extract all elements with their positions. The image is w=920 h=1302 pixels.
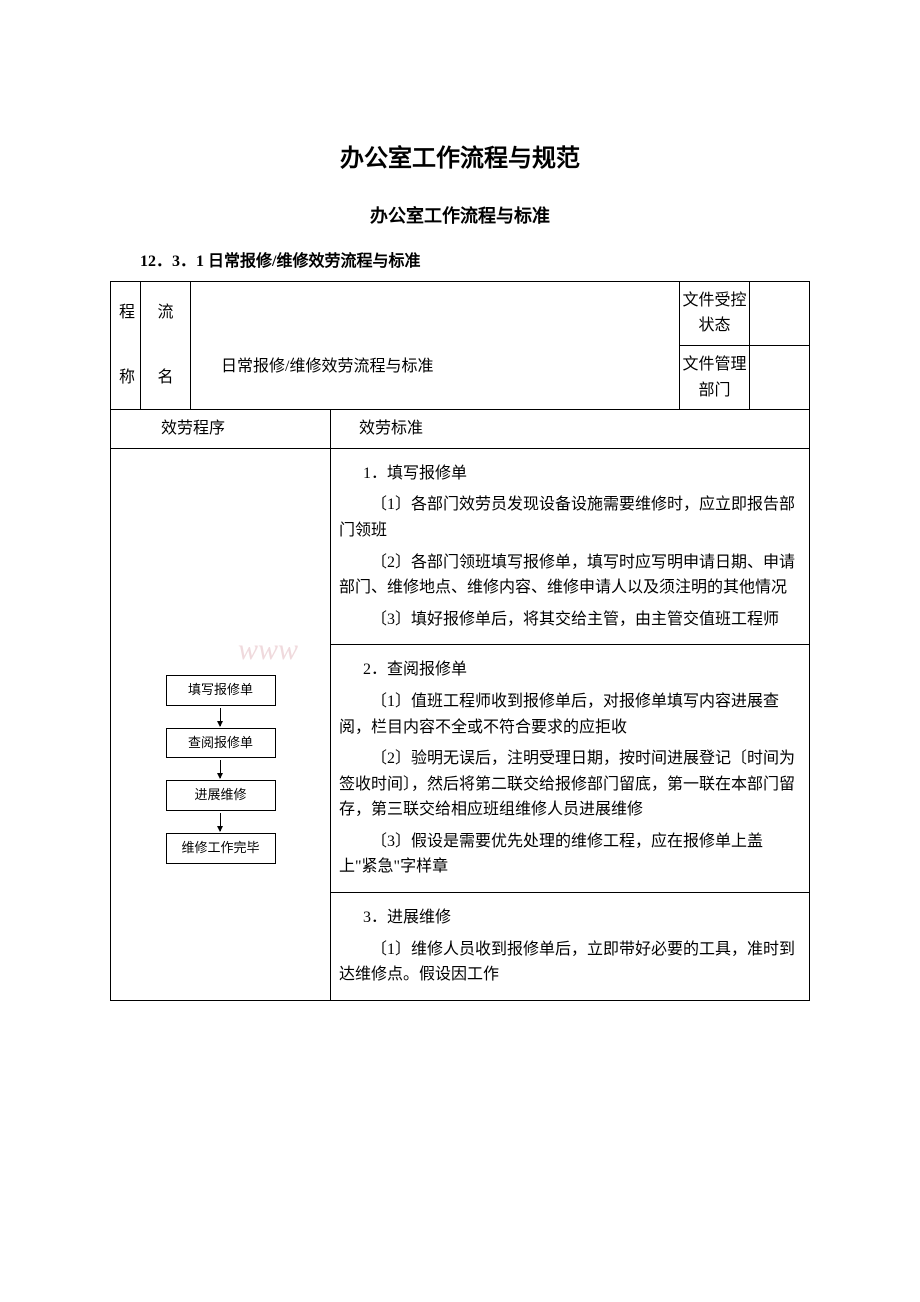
process-table: 程 称 流 名 日常报修/维修效劳流程与标准 文件受控状态 文件管理部门 xyxy=(110,281,810,1001)
process-name-cell: 日常报修/维修效劳流程与标准 xyxy=(191,281,680,409)
standard-block-3: 3．进展维修 〔1〕维修人员收到报修单后，立即带好必要的工具，准时到达维修点。假… xyxy=(331,893,810,1001)
standard-item: 〔1〕各部门效劳员发现设备设施需要维修时，应立即报告部门领班 xyxy=(339,492,801,543)
flow-step-4: 维修工作完毕 xyxy=(166,833,276,864)
document-subtitle: 办公室工作流程与标准 xyxy=(110,202,810,231)
standard-item: 〔2〕各部门领班填写报修单，填写时应写明申请日期、申请部门、维修地点、维修内容、… xyxy=(339,550,801,601)
standard-block-2: 2．查阅报修单 〔1〕值班工程师收到报修单后，对报修单填写内容进展查阅，栏目内容… xyxy=(331,645,810,893)
label-cheng-2: 称 xyxy=(119,365,132,391)
file-control-status-value xyxy=(750,281,810,345)
standard-item: 〔1〕维修人员收到报修单后，立即带好必要的工具，准时到达维修点。假设因工作 xyxy=(339,937,801,988)
file-mgmt-dept-label: 文件管理部门 xyxy=(680,345,750,409)
standard-block-1: 1．填写报修单 〔1〕各部门效劳员发现设备设施需要维修时，应立即报告部门领班 〔… xyxy=(331,448,810,645)
file-mgmt-dept-value xyxy=(750,345,810,409)
standard-item: 〔2〕验明无误后，注明受理日期，按时间进展登记〔时间为签收时间〕，然后将第二联交… xyxy=(339,746,801,823)
standard-heading: 2．查阅报修单 xyxy=(339,657,801,683)
standard-item: 〔1〕值班工程师收到报修单后，对报修单填写内容进展查阅，栏目内容不全或不符合要求… xyxy=(339,689,801,740)
col-header-standard: 效劳标准 xyxy=(331,410,810,449)
col-header-procedure: 效劳程序 xyxy=(111,410,331,449)
standard-item: 〔3〕填好报修单后，将其交给主管，由主管交值班工程师 xyxy=(339,607,801,633)
flow-step-1: 填写报修单 xyxy=(166,675,276,706)
standard-item: 〔3〕假设是需要优先处理的维修工程，应在报修单上盖上"紧急"字样章 xyxy=(339,829,801,880)
flowchart: 填写报修单 查阅报修单 进展维修 维修工作完毕 xyxy=(119,455,322,864)
label-liu-2: 名 xyxy=(149,365,182,391)
header-label-liu: 流 名 xyxy=(141,281,191,409)
header-label-cheng: 程 称 xyxy=(111,281,141,409)
flow-step-3: 进展维修 xyxy=(166,780,276,811)
label-liu-1: 流 xyxy=(149,300,182,326)
label-cheng-1: 程 xyxy=(119,300,132,326)
section-number: 12．3．1 日常报修/维修效劳流程与标准 xyxy=(110,249,810,275)
standard-heading: 3．进展维修 xyxy=(339,905,801,931)
flow-arrow-icon xyxy=(220,708,221,726)
document-title: 办公室工作流程与规范 xyxy=(110,140,810,178)
flowchart-cell: 填写报修单 查阅报修单 进展维修 维修工作完毕 xyxy=(111,448,331,1000)
file-control-status-label: 文件受控状态 xyxy=(680,281,750,345)
standard-heading: 1．填写报修单 xyxy=(339,461,801,487)
flow-arrow-icon xyxy=(220,813,221,831)
flow-step-2: 查阅报修单 xyxy=(166,728,276,759)
flow-arrow-icon xyxy=(220,760,221,778)
